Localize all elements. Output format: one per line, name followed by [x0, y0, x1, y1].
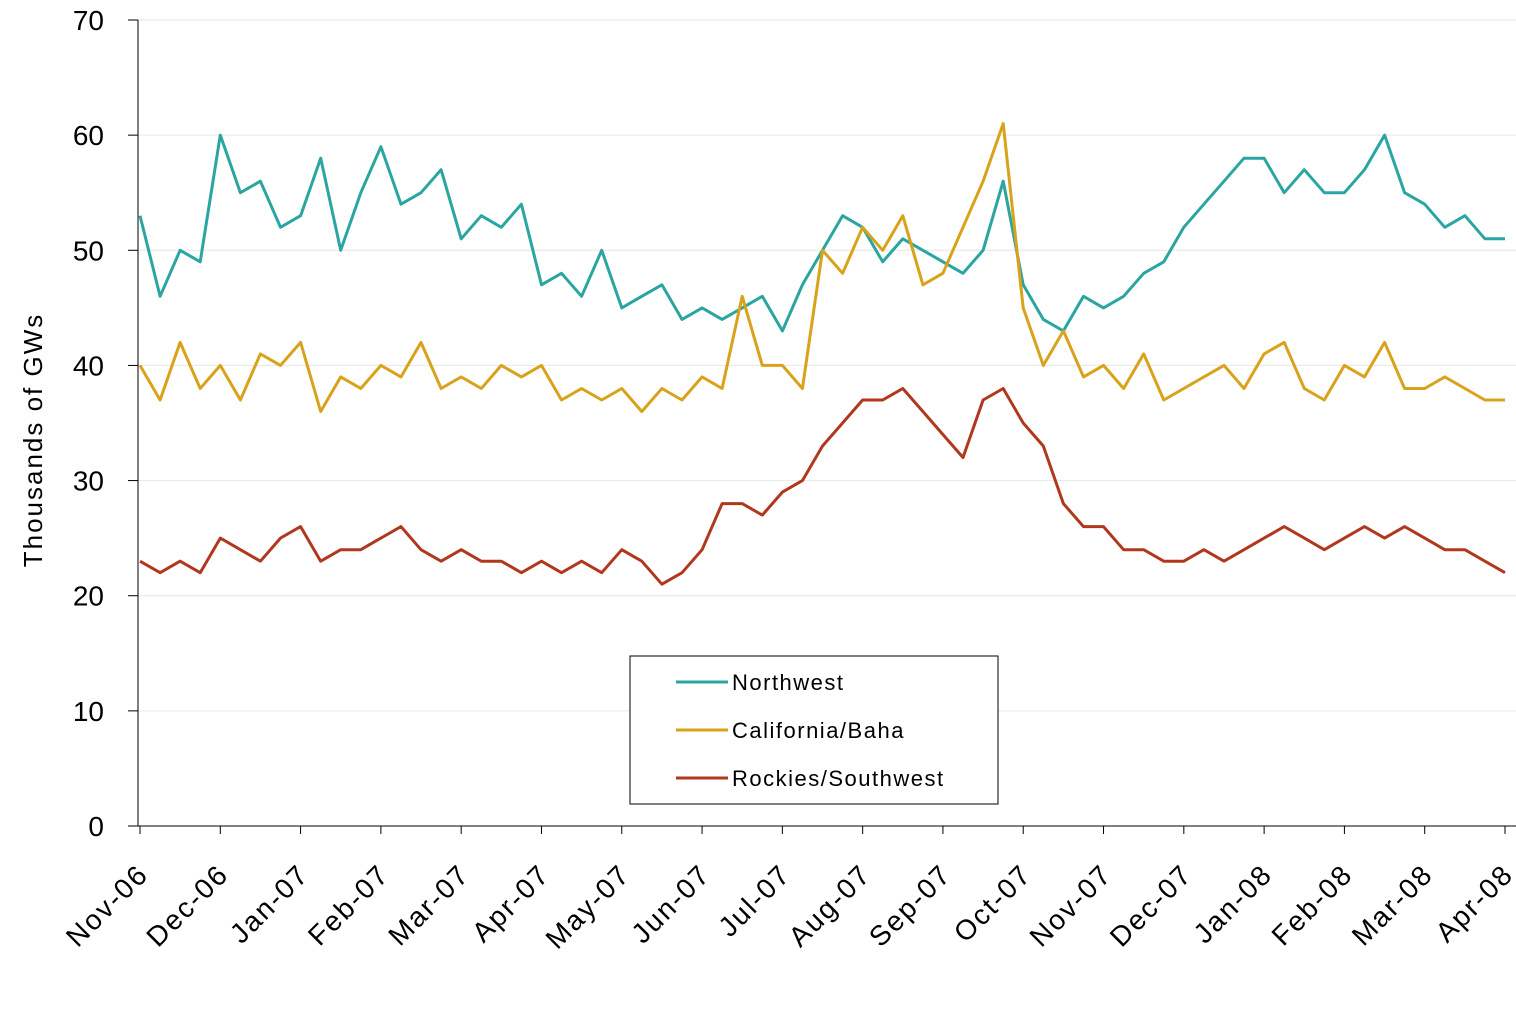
y-tick-label: 0	[88, 811, 104, 842]
y-tick-label: 20	[73, 581, 104, 612]
legend-label: California/Baha	[732, 718, 905, 743]
y-tick-label: 60	[73, 120, 104, 151]
series-line	[138, 122, 1505, 413]
x-tick-label: Mar-08	[1346, 858, 1439, 951]
y-tick-label: 50	[73, 235, 104, 266]
x-tick-label: Dec-07	[1104, 858, 1198, 952]
x-tick-label: Jan-08	[1187, 858, 1278, 949]
x-tick-label: Mar-07	[382, 858, 475, 951]
y-tick-label: 30	[73, 466, 104, 497]
x-tick-label: Oct-07	[948, 858, 1038, 948]
y-tick-label: 70	[73, 5, 104, 36]
series-line	[139, 387, 1506, 586]
x-tick-label: Apr-08	[1429, 858, 1516, 948]
x-tick-label: Sep-07	[863, 858, 957, 952]
y-axis-title: Thousands of GWs	[18, 313, 48, 568]
legend-label: Rockies/Southwest	[732, 766, 945, 791]
x-tick-label: Feb-08	[1266, 858, 1359, 951]
x-tick-label: Feb-07	[302, 858, 395, 951]
x-tick-label: Nov-06	[60, 858, 154, 952]
series-line	[138, 133, 1505, 333]
x-tick-label: Aug-07	[783, 858, 877, 952]
y-tick-label: 40	[73, 350, 104, 381]
x-tick-label: May-07	[540, 858, 636, 954]
legend-label: Northwest	[732, 670, 845, 695]
y-tick-label: 10	[73, 696, 104, 727]
x-tick-label: Dec-06	[140, 858, 234, 952]
x-tick-label: Jun-07	[625, 858, 716, 949]
x-tick-label: Nov-07	[1024, 858, 1118, 952]
x-tick-label: Jan-07	[224, 858, 315, 949]
